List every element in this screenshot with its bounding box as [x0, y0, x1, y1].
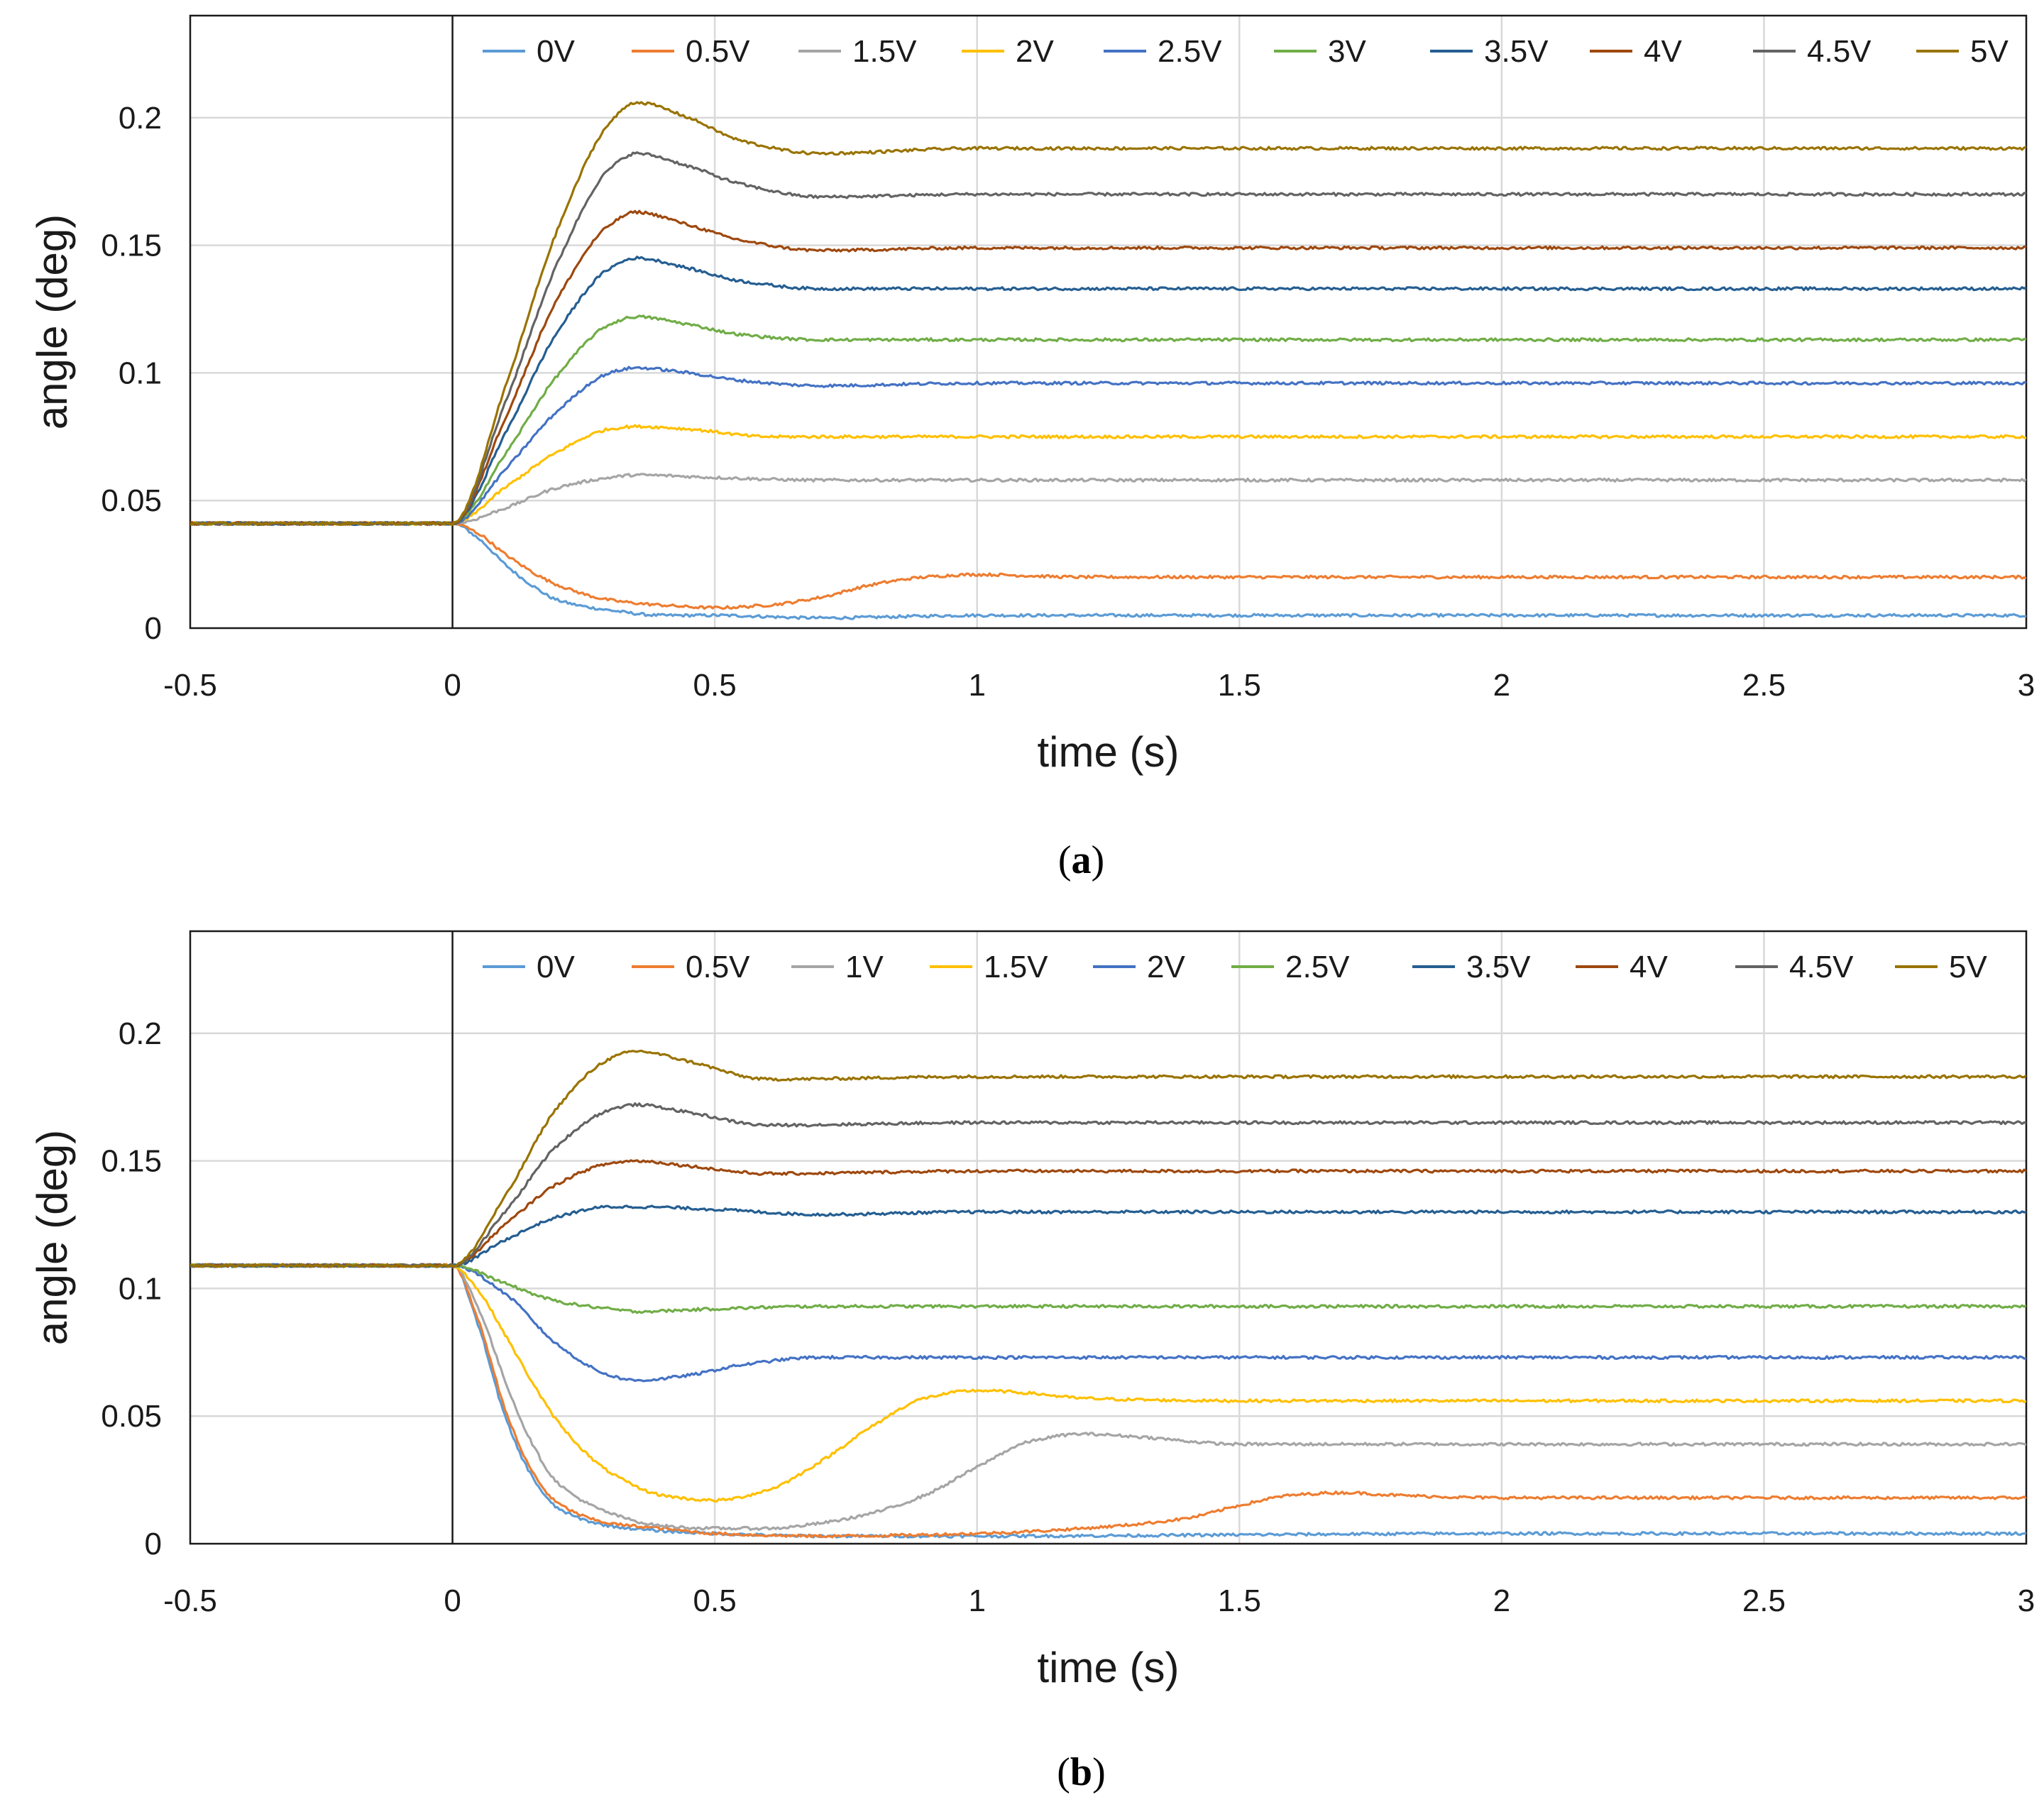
series-line-1.5V	[190, 473, 2026, 527]
series-line-0V	[190, 1263, 2026, 1539]
y-tick-label: 0.2	[119, 101, 162, 136]
series-line-4V	[190, 1159, 2026, 1268]
legend-label: 0V	[537, 34, 575, 69]
y-axis-title: angle (deg)	[28, 1130, 76, 1346]
series-line-2.5V	[190, 1263, 2026, 1314]
legend-label: 0.5V	[686, 950, 750, 984]
legend-label: 1V	[845, 950, 884, 984]
legend-label: 0V	[537, 950, 575, 984]
y-tick-label: 0.05	[101, 1399, 162, 1434]
series-line-4.5V	[190, 1102, 2026, 1268]
legend-label: 4V	[1644, 34, 1682, 69]
legend-label: 5V	[1949, 950, 1987, 984]
y-axis-title: angle (deg)	[28, 214, 76, 430]
x-tick-label: 1.5	[1218, 1583, 1261, 1618]
series-line-2.5V	[190, 366, 2026, 526]
x-tick-label: 3	[2018, 668, 2035, 703]
x-axis-title: time (s)	[1038, 1644, 1180, 1691]
panel-label: (a)	[1058, 838, 1104, 882]
legend-label: 3.5V	[1466, 950, 1531, 984]
legend-label: 1.5V	[984, 950, 1048, 984]
series-line-2V	[190, 424, 2026, 527]
legend-label: 0.5V	[686, 34, 750, 69]
series-lines	[190, 1049, 2026, 1539]
series-line-1V	[190, 1263, 2026, 1531]
y-tick-label: 0.1	[119, 1271, 162, 1306]
legend-label: 1.5V	[852, 34, 917, 69]
x-tick-label: 1.5	[1218, 668, 1261, 703]
y-tick-label: 0.15	[101, 1144, 162, 1179]
x-tick-label: 2.5	[1742, 668, 1786, 703]
series-lines	[190, 101, 2026, 620]
plot-area-border	[189, 930, 2028, 1545]
legend-label: 2V	[1147, 950, 1185, 984]
legend-label: 2V	[1016, 34, 1054, 69]
x-axis-title: time (s)	[1038, 728, 1180, 776]
x-tick-label: 2	[1493, 668, 1510, 703]
series-line-1.5V	[190, 1263, 2026, 1503]
legend-label: 3V	[1328, 34, 1366, 69]
panel-label: (b)	[1057, 1750, 1105, 1794]
x-tick-label: 1	[968, 668, 985, 703]
legend-label: 4.5V	[1789, 950, 1854, 984]
plot-area-border	[189, 14, 2028, 630]
series-line-4V	[190, 209, 2026, 527]
y-tick-label: 0	[145, 611, 162, 646]
legend-label: 4V	[1630, 950, 1668, 984]
series-line-5V	[190, 101, 2026, 527]
x-tick-label: -0.5	[163, 668, 217, 703]
legend-label: 2.5V	[1158, 34, 1222, 69]
series-line-3.5V	[190, 1204, 2026, 1268]
x-tick-label: 2.5	[1742, 1583, 1786, 1618]
x-tick-label: -0.5	[163, 1583, 217, 1618]
series-line-3.5V	[190, 256, 2026, 527]
legend-label: 2.5V	[1285, 950, 1350, 984]
y-tick-label: 0.2	[119, 1016, 162, 1051]
x-tick-label: 1	[968, 1583, 985, 1618]
legend-label: 3.5V	[1484, 34, 1549, 69]
series-line-5V	[190, 1049, 2026, 1268]
series-line-4.5V	[190, 151, 2026, 527]
y-tick-label: 0.15	[101, 229, 162, 263]
x-tick-label: 3	[2018, 1583, 2035, 1618]
series-line-0.5V	[190, 1263, 2026, 1539]
x-tick-label: 0	[444, 1583, 461, 1618]
series-line-0V	[190, 521, 2026, 620]
legend: 0V 0.5V 1V 1.5V 2V 2.5V 3.5V 4V 4.5V 5V	[483, 950, 1987, 984]
x-tick-label: 0.5	[693, 668, 737, 703]
legend-label: 4.5V	[1807, 34, 1872, 69]
legend: 0V 0.5V 1.5V 2V 2.5V 3V 3.5V 4V 4.5V 5V	[483, 34, 2009, 69]
y-tick-label: 0	[145, 1527, 162, 1561]
series-line-0.5V	[190, 521, 2026, 610]
x-tick-label: 2	[1493, 1583, 1510, 1618]
y-tick-label: 0.05	[101, 483, 162, 518]
series-line-3V	[190, 314, 2026, 526]
x-tick-label: 0.5	[693, 1583, 737, 1618]
x-tick-label: 0	[444, 668, 461, 703]
y-tick-label: 0.1	[119, 356, 162, 390]
series-line-2V	[190, 1263, 2026, 1383]
legend-label: 5V	[1970, 34, 2009, 69]
